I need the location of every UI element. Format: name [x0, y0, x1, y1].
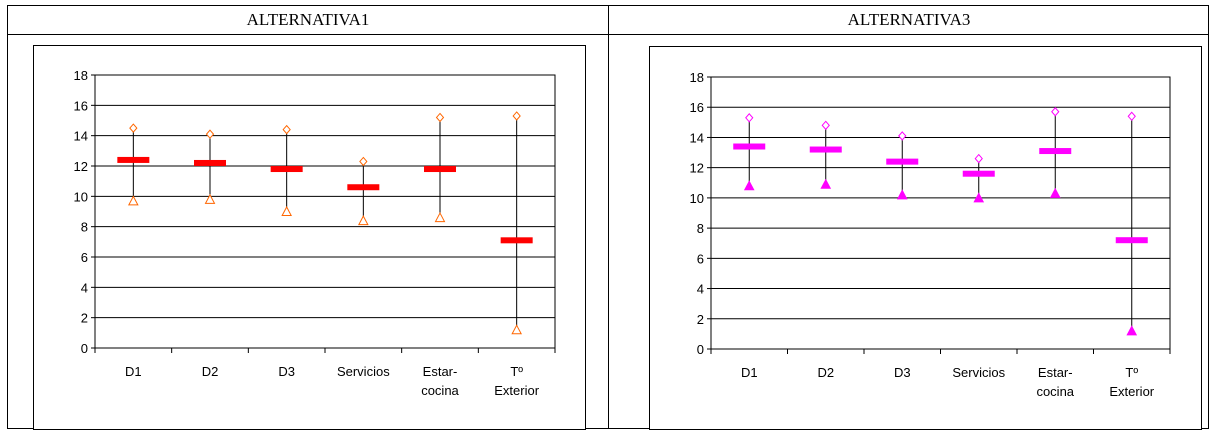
plot-area [94, 74, 556, 349]
mean-marker [886, 158, 919, 165]
category-label: Servicios [952, 365, 1005, 380]
y-tick-label: 14 [74, 129, 88, 144]
mean-marker [962, 170, 995, 177]
comparison-table: ALTERNATIVA1 ALTERNATIVA3 [7, 5, 1209, 429]
low-marker [281, 205, 292, 216]
y-tick-label: 18 [690, 70, 704, 85]
low-marker [128, 195, 139, 206]
category-label: D1 [125, 364, 142, 379]
mean-marker [424, 166, 456, 173]
category-label: Estar- [1038, 365, 1073, 380]
high-marker [129, 123, 138, 133]
low-marker [820, 178, 832, 189]
high-marker [282, 124, 291, 135]
y-tick-label: 2 [697, 312, 704, 327]
chart-alternativa1: 0 2 4 6 8 10 12 14 16 18 D1 D2 D3 Servicios Estar-coci… [33, 45, 586, 430]
high-marker [435, 112, 445, 123]
y-tick-label: 16 [74, 98, 88, 113]
y-tick-label: 14 [690, 130, 704, 145]
category-label: cocina [421, 383, 459, 398]
category-label: D3 [278, 364, 295, 379]
plot-area [710, 76, 1171, 350]
category-label: Servicios [337, 364, 390, 379]
header-alternativa3: ALTERNATIVA3 [847, 10, 971, 29]
mean-marker [733, 143, 766, 150]
high-marker [205, 129, 215, 139]
y-tick-label: 8 [81, 220, 88, 235]
y-tick-label: 6 [81, 250, 88, 265]
y-tick-label: 8 [697, 221, 704, 236]
mean-marker [347, 184, 380, 191]
y-tick-label: 18 [74, 68, 88, 83]
y-tick-label: 6 [697, 251, 704, 266]
low-marker [743, 180, 755, 191]
mean-marker [809, 146, 842, 153]
category-label: D2 [202, 364, 219, 379]
category-label: D3 [894, 365, 911, 380]
header-alternativa1: ALTERNATIVA1 [246, 10, 370, 29]
y-tick-label: 0 [81, 341, 88, 356]
high-marker [821, 120, 830, 131]
high-marker [512, 111, 521, 121]
low-marker [1049, 187, 1061, 198]
low-marker [358, 215, 369, 226]
low-marker [204, 193, 216, 204]
category-label: D1 [741, 365, 758, 380]
mean-marker [1039, 148, 1072, 155]
high-marker [745, 113, 754, 123]
mean-marker [500, 237, 533, 244]
high-marker [1127, 111, 1136, 122]
category-label: Exterior [1109, 384, 1154, 399]
low-marker [1126, 325, 1138, 336]
mean-marker [194, 159, 226, 166]
high-marker [359, 156, 368, 167]
chart-alternativa3-svg: 0 2 4 6 8 10 12 14 16 18 D1 D2 D3 Servicios Estar-coci… [690, 70, 1171, 399]
header-divider [8, 34, 1208, 35]
y-tick-label: 10 [74, 189, 88, 204]
y-tick-label: 12 [74, 159, 88, 174]
low-marker [896, 189, 908, 200]
y-tick-label: 0 [697, 342, 704, 357]
high-marker [898, 131, 907, 141]
category-label: Estar- [423, 364, 458, 379]
low-marker [511, 324, 522, 335]
mean-marker [1115, 237, 1148, 244]
high-marker [974, 153, 983, 164]
category-label: cocina [1036, 384, 1074, 399]
category-label: Tº [1125, 365, 1138, 380]
y-tick-label: 12 [690, 161, 704, 176]
y-tick-label: 4 [697, 282, 704, 297]
category-label: Exterior [494, 383, 539, 398]
low-marker [434, 211, 446, 223]
y-tick-label: 2 [81, 311, 88, 326]
chart-alternativa1-svg: 0 2 4 6 8 10 12 14 16 18 D1 D2 D3 Servicios Estar-coci… [74, 68, 556, 398]
mean-marker [117, 156, 150, 163]
y-tick-label: 10 [690, 191, 704, 206]
column-divider [608, 6, 609, 428]
chart-alternativa3: 0 2 4 6 8 10 12 14 16 18 D1 D2 D3 Servicios Estar-coci… [649, 46, 1202, 430]
low-marker [973, 192, 985, 203]
y-tick-label: 4 [81, 280, 88, 295]
category-label: Tº [510, 364, 523, 379]
category-label: D2 [817, 365, 834, 380]
mean-marker [270, 166, 303, 173]
y-tick-label: 16 [690, 100, 704, 115]
high-marker [1051, 106, 1060, 117]
